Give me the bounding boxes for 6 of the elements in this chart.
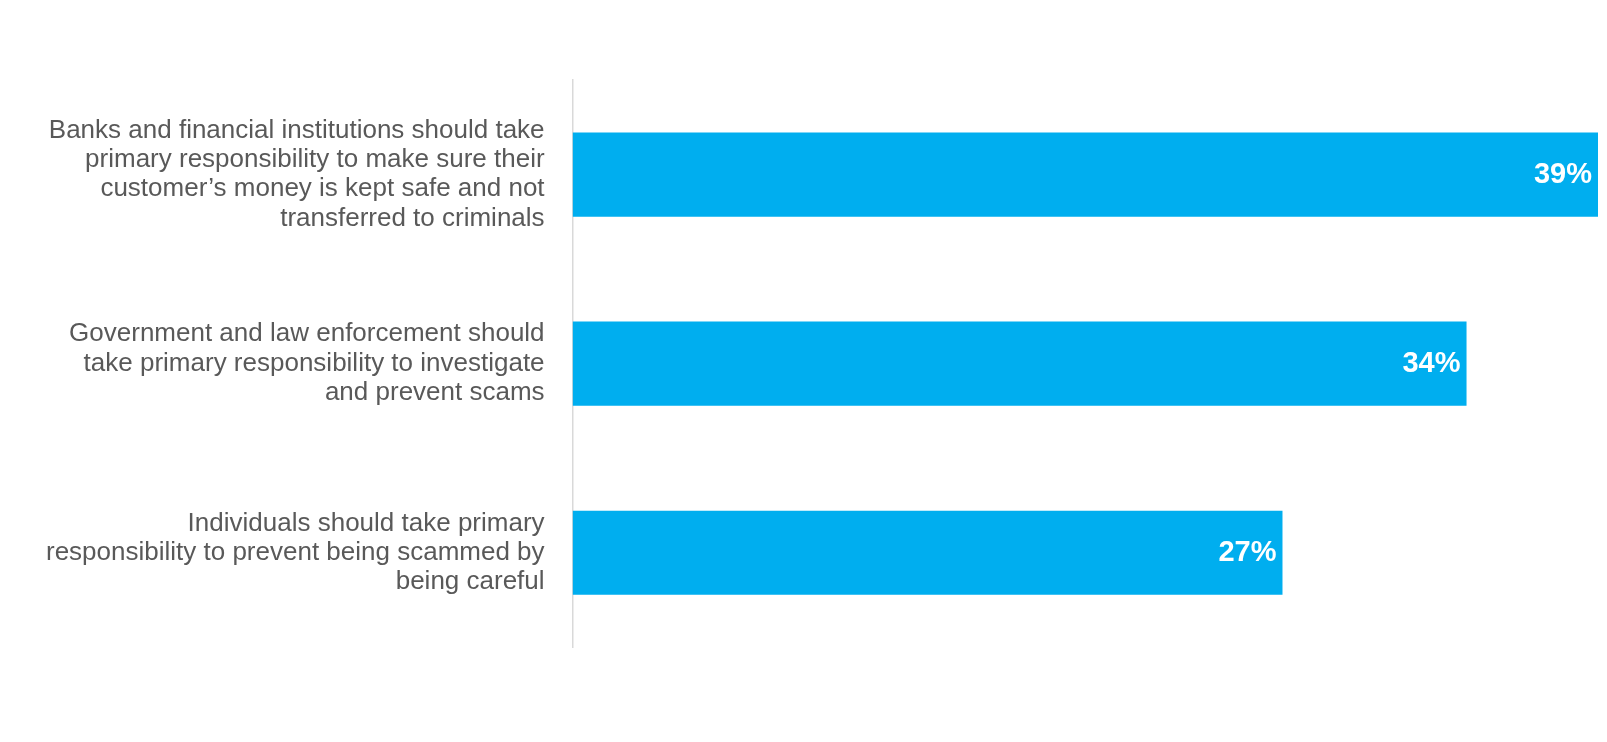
y-tick-label: Banks and financial institutions should take primary responsibility to make sure their customer’s money is kept safe and not transferred to criminals	[48, 113, 546, 232]
data-label: 39%	[1533, 156, 1593, 189]
y-tick-label: Individuals should take primary responsibility to prevent being scammed by being careful	[45, 506, 545, 596]
data-label: 34%	[1402, 345, 1461, 378]
y-tick-label: Government and law enforcement should take primary responsibility to investigate and prevent scams	[69, 317, 545, 407]
data-label: 27%	[1218, 534, 1277, 567]
